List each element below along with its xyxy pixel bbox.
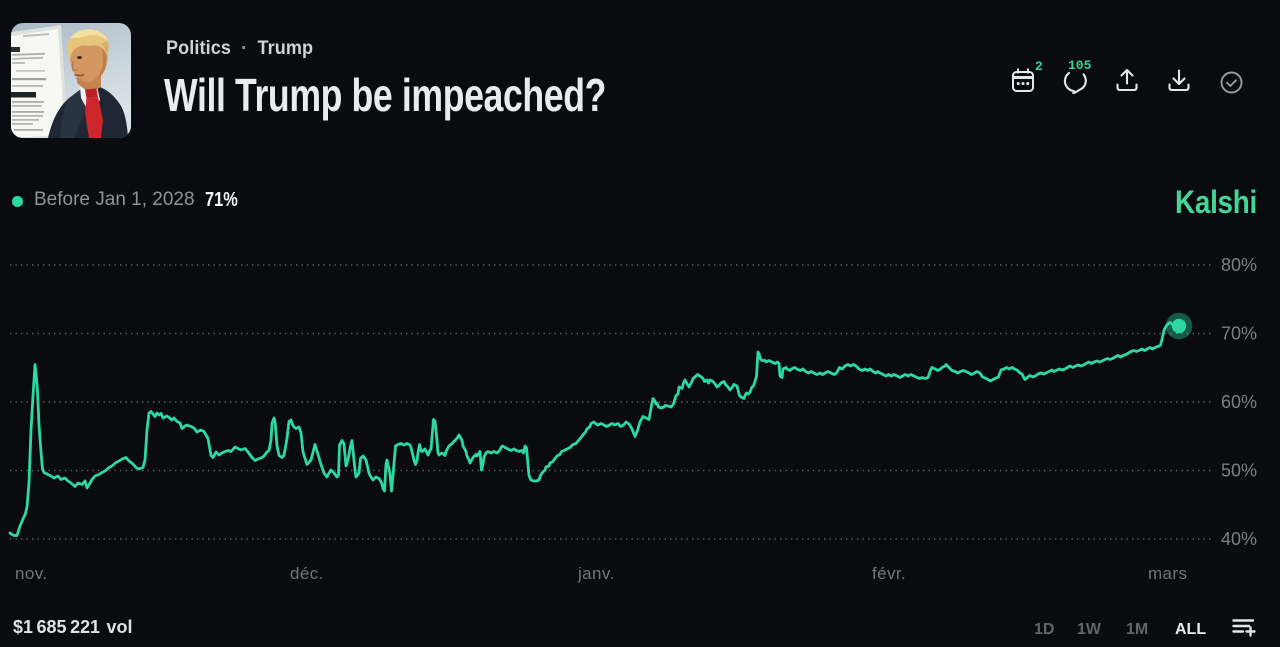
svg-text:60%: 60% (1221, 392, 1257, 412)
svg-text:janv.: janv. (577, 564, 615, 583)
svg-text:50%: 50% (1221, 461, 1257, 481)
svg-text:80%: 80% (1221, 255, 1257, 275)
svg-text:févr.: févr. (872, 564, 906, 583)
svg-text:déc.: déc. (290, 564, 324, 583)
svg-text:70%: 70% (1221, 324, 1257, 344)
svg-text:40%: 40% (1221, 529, 1257, 549)
svg-text:nov.: nov. (15, 564, 47, 583)
svg-text:mars: mars (1148, 564, 1187, 583)
